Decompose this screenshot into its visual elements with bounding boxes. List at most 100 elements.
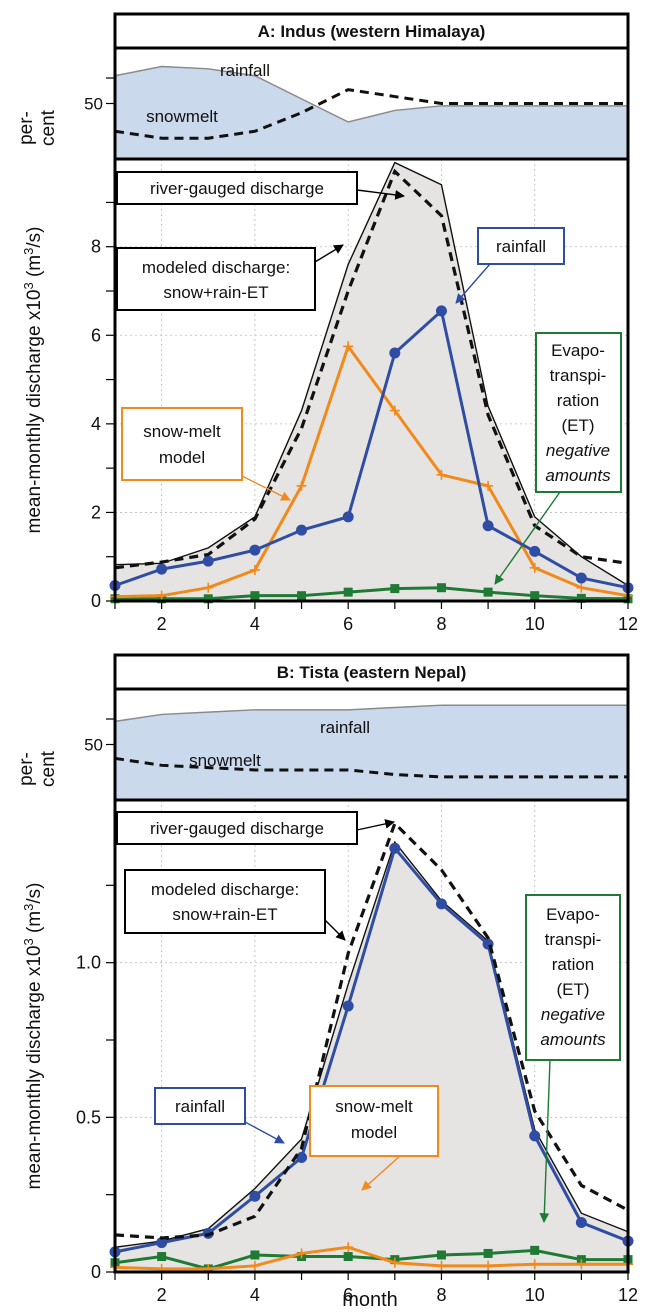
et-point xyxy=(436,1250,446,1260)
y-tick-label: 1.0 xyxy=(76,953,101,973)
snow-annotation-1: snow-melt xyxy=(143,422,221,441)
rainfall-line xyxy=(114,308,629,590)
rainfall-point xyxy=(435,305,447,317)
et-point xyxy=(390,584,400,594)
annotations: river-gauged discharge modeled discharge:… xyxy=(116,811,621,1223)
rainfall-point xyxy=(389,347,401,359)
rainfall-share-label: rainfall xyxy=(320,718,370,737)
rainfall-point xyxy=(435,898,447,910)
et-point xyxy=(483,1248,493,1258)
rain-arrow xyxy=(455,263,491,304)
et-point xyxy=(343,587,353,597)
x-axis-label: month xyxy=(342,1289,398,1311)
rain-annotation-box xyxy=(154,1087,246,1125)
percent-panel: rainfall snowmelt 50 per-cent xyxy=(16,687,630,802)
et-point xyxy=(203,594,213,604)
x-tick-label: 8 xyxy=(436,1285,446,1305)
modeled-annotation-1: modeled discharge: xyxy=(151,880,299,899)
et-annotation-italic: negative xyxy=(541,1005,605,1024)
snow-annotation-2: model xyxy=(159,448,205,467)
snowmelt-share-label: snowmelt xyxy=(189,751,261,770)
et-annotation-line: (ET) xyxy=(561,416,594,435)
x-tick-label: 10 xyxy=(525,1285,545,1305)
y-tick-label: 4 xyxy=(91,414,101,434)
pct-tick-label: 50 xyxy=(84,95,103,114)
y-tick-label: 8 xyxy=(91,237,101,257)
snowmelt-share-line xyxy=(114,756,628,779)
et-annotation-italic: amounts xyxy=(545,466,611,485)
annotations: river-gauged discharge modeled discharge:… xyxy=(116,171,622,585)
rainfall-point xyxy=(202,555,214,567)
y-tick-label: 6 xyxy=(91,325,101,345)
x-tick-label: 8 xyxy=(436,614,446,634)
et-annotation-box xyxy=(525,894,621,1061)
rainfall-point xyxy=(389,842,401,854)
modeled-annotation-box xyxy=(116,247,316,311)
et-point xyxy=(530,1245,540,1255)
chart-title: A: Indus (western Himalaya) xyxy=(258,22,486,41)
x-tick-label: 4 xyxy=(250,614,260,634)
et-point xyxy=(483,587,493,597)
modeled-annotation-2: snow+rain-ET xyxy=(163,283,268,302)
x-tick-label: 12 xyxy=(618,614,638,634)
et-annotation-italic: amounts xyxy=(540,1030,606,1049)
pct-axis-label-1: per- xyxy=(16,111,37,145)
snowmelt-line xyxy=(114,1245,628,1271)
et-annotation-line: ration xyxy=(557,391,600,410)
et-annotation-line: Evapo- xyxy=(551,341,605,360)
rainfall-share-area xyxy=(115,66,628,159)
et-arrow xyxy=(539,1059,551,1223)
modeled-annotation-1: modeled discharge: xyxy=(142,258,290,277)
snow-arrow xyxy=(361,1155,401,1191)
modeled-annotation-2: snow+rain-ET xyxy=(172,905,277,924)
et-annotation-line: (ET) xyxy=(556,980,589,999)
et-annotation-line: transpi- xyxy=(545,930,602,949)
snow-annotation-1: snow-melt xyxy=(335,1097,413,1116)
rainfall-point xyxy=(249,544,261,556)
rainfall-point xyxy=(156,563,168,575)
rainfall-share-label: rainfall xyxy=(220,61,270,80)
rainfall-point xyxy=(342,511,354,523)
chart-panel-b: B: Tista (eastern Nepal) rainfall snowmelt… xyxy=(16,653,638,1305)
snow-arrow xyxy=(241,475,291,501)
snowmelt-share-line xyxy=(114,88,628,140)
percent-panel: rainfall snowmelt 50 per-cent xyxy=(16,46,630,161)
rain-annotation: rainfall xyxy=(496,237,546,256)
et-arrow xyxy=(494,491,561,585)
discharge-panel: 0 0.5 1.0 2 4 6 8 10 12 mean-monthly discharge x1… xyxy=(21,798,638,1305)
et-point xyxy=(436,583,446,593)
title-box xyxy=(113,653,630,691)
et-point xyxy=(250,591,260,601)
y-axis-label: mean-monthly discharge x103 (m3/s) xyxy=(21,883,45,1190)
snow-annotation-box xyxy=(121,407,243,481)
rainfall-share-line xyxy=(114,65,628,123)
y-tick-label: 2 xyxy=(91,502,101,522)
gauged-annotation-box xyxy=(116,811,358,845)
et-line xyxy=(115,586,629,601)
et-annotation-line: Evapo- xyxy=(546,905,600,924)
modeled-discharge-line xyxy=(114,820,629,1240)
gauged-arrow xyxy=(356,819,395,831)
snow-annotation-box xyxy=(309,1085,439,1157)
gauged-annotation-box xyxy=(116,171,358,205)
y-tick-label: 0 xyxy=(91,1262,101,1282)
x-tick-label: 2 xyxy=(157,1285,167,1305)
et-annotation-line: ration xyxy=(552,955,595,974)
rainfall-point xyxy=(575,572,587,584)
rainfall-point xyxy=(296,1152,308,1164)
y-tick-label: 0 xyxy=(91,591,101,611)
et-point xyxy=(343,1252,353,1262)
et-annotation-italic: negative xyxy=(546,441,610,460)
x-tick-label: 6 xyxy=(343,614,353,634)
rainfall-share-area xyxy=(115,705,628,800)
pct-axis-label-1: per- xyxy=(16,752,37,786)
rain-arrow xyxy=(244,1121,285,1144)
snow-annotation-2: model xyxy=(351,1123,397,1142)
et-point xyxy=(530,591,540,601)
x-tick-label: 2 xyxy=(157,614,167,634)
rainfall-line xyxy=(114,845,629,1254)
rain-annotation-box xyxy=(477,227,565,265)
gauged-annotation: river-gauged discharge xyxy=(150,179,324,198)
rainfall-point xyxy=(575,1217,587,1229)
